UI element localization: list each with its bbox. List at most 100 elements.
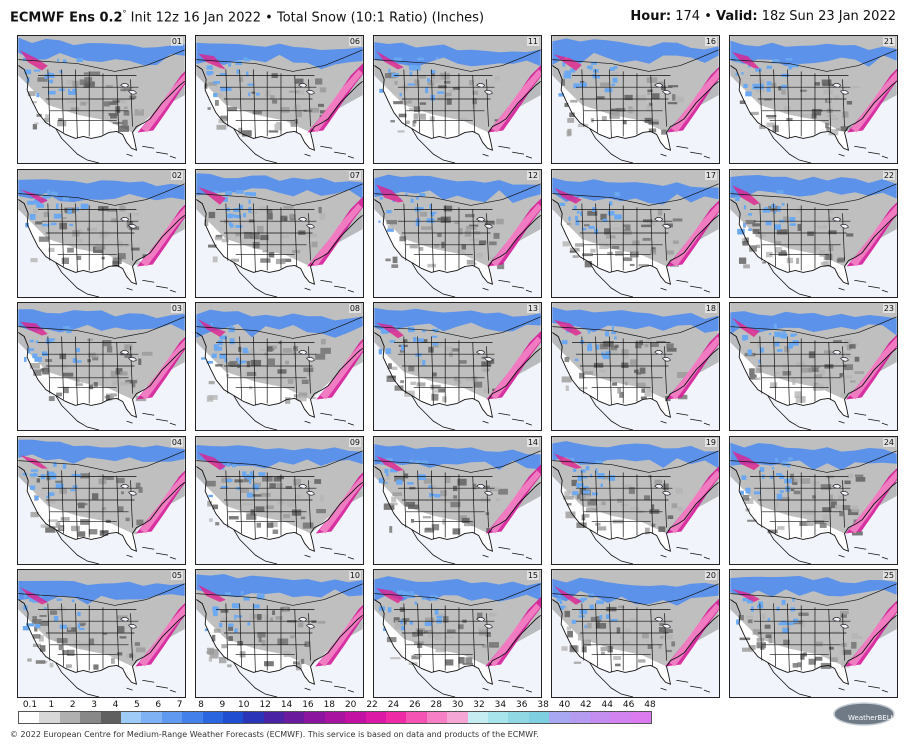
valid-label: Valid: — [716, 9, 758, 24]
snow-map — [18, 303, 185, 430]
colorbar-segment — [487, 712, 509, 723]
colorbar-segment — [202, 712, 223, 723]
colorbar-segment — [80, 712, 101, 723]
colorbar-segment — [19, 712, 40, 723]
snow-map — [18, 570, 185, 697]
member-panel-05: 05 — [17, 569, 186, 698]
snow-map — [374, 36, 541, 163]
colorbar-tick-label: 2 — [69, 700, 76, 710]
snow-map — [374, 570, 541, 697]
colorbar-tick-label: 24 — [387, 700, 400, 710]
member-panel-08: 08 — [195, 302, 364, 431]
member-panel-12: 12 — [373, 169, 542, 298]
colorbar-segment — [610, 712, 631, 723]
member-panel-22: 22 — [729, 169, 898, 298]
snow-map — [552, 36, 719, 163]
weatherbell-logo — [833, 702, 895, 726]
member-number: 15 — [526, 571, 539, 580]
snow-map — [552, 170, 719, 297]
member-panel-17: 17 — [551, 169, 720, 298]
valid-value: 18z Sun 23 Jan 2022 — [761, 9, 896, 24]
snow-map — [730, 570, 897, 697]
colorbar-segment — [182, 712, 203, 723]
colorbar-segment — [100, 712, 121, 723]
colorbar-tick-label: 4 — [112, 700, 119, 710]
snow-map — [730, 437, 897, 564]
snow-map — [552, 437, 719, 564]
colorbar-tick-label: 26 — [409, 700, 421, 710]
colorbar-tick-label: 18 — [323, 700, 336, 710]
colorbar-segment — [222, 712, 244, 723]
snow-map — [18, 170, 185, 297]
snow-map — [196, 437, 363, 564]
member-number: 21 — [882, 37, 895, 46]
colorbar-segment — [161, 712, 183, 723]
colorbar-tick-label: 8 — [198, 700, 204, 710]
member-number: 16 — [704, 37, 717, 46]
header: ECMWF Ens 0.2° Init 12z 16 Jan 2022 • To… — [0, 0, 913, 32]
colorbar-tick-label: 44 — [601, 700, 613, 710]
snow-map — [374, 437, 541, 564]
colorbar-segment — [508, 712, 529, 723]
colorbar-segment — [365, 712, 387, 723]
colorbar-tick-label: 14 — [280, 700, 293, 710]
colorbar-segment — [569, 712, 590, 723]
member-panel-03: 03 — [17, 302, 186, 431]
colorbar-tick-label: 42 — [580, 700, 592, 710]
logo-text: WeatherBELL — [848, 714, 895, 722]
colorbar — [18, 711, 652, 724]
snow-map — [730, 36, 897, 163]
colorbar-tick-label: 46 — [622, 700, 635, 710]
init-time: Init 12z 16 Jan 2022 — [130, 10, 262, 26]
snow-map — [374, 303, 541, 430]
colorbar-segment — [243, 712, 264, 723]
hour-value: 174 — [675, 9, 701, 24]
colorbar-tick-label: 36 — [515, 700, 528, 710]
member-panel-06: 06 — [195, 35, 364, 164]
colorbar-segment — [528, 712, 550, 723]
snow-map — [196, 170, 363, 297]
colorbar-segment — [589, 712, 611, 723]
colorbar-tick-label: 38 — [537, 700, 549, 710]
member-number: 25 — [882, 571, 895, 580]
colorbar-tick-label: 3 — [91, 700, 97, 710]
colorbar-tick-label: 48 — [644, 700, 656, 710]
member-panel-09: 09 — [195, 436, 364, 565]
colorbar-segment — [549, 712, 570, 723]
colorbar-segment — [263, 712, 285, 723]
colorbar-segment — [120, 712, 142, 723]
member-panel-01: 01 — [17, 35, 186, 164]
map-title: ECMWF Ens 0.2° Init 12z 16 Jan 2022 • To… — [10, 9, 484, 25]
colorbar-segment — [467, 712, 488, 723]
member-number: 19 — [704, 438, 717, 447]
member-number: 18 — [704, 304, 717, 313]
colorbar-tick-label: 9 — [219, 700, 226, 710]
snow-map — [196, 570, 363, 697]
colorbar-tick-label: 7 — [176, 700, 183, 710]
member-number: 02 — [170, 171, 183, 180]
member-number: 09 — [348, 438, 361, 447]
colorbar-tick-label: 12 — [259, 700, 271, 710]
colorbar-tick-label: 40 — [558, 700, 571, 710]
member-panel-19: 19 — [551, 436, 720, 565]
member-panel-04: 04 — [17, 436, 186, 565]
colorbar-segment — [141, 712, 162, 723]
member-number: 06 — [348, 37, 361, 46]
colorbar-tick-label: 22 — [366, 700, 378, 710]
snow-map — [374, 170, 541, 297]
colorbar-tick-label: 32 — [473, 700, 485, 710]
colorbar-tick-label: 1 — [48, 700, 55, 710]
member-number: 03 — [170, 304, 183, 313]
colorbar-segment — [59, 712, 81, 723]
snow-map — [18, 437, 185, 564]
member-number: 12 — [526, 171, 539, 180]
colorbar-tick-label: 6 — [155, 700, 162, 710]
colorbar-segment — [284, 712, 305, 723]
member-panel-21: 21 — [729, 35, 898, 164]
member-number: 11 — [526, 37, 539, 46]
member-number: 14 — [526, 438, 539, 447]
member-number: 22 — [882, 171, 895, 180]
colorbar-tick-label: 10 — [238, 700, 250, 710]
colorbar-tick-label: 0.1 — [22, 700, 38, 710]
colorbar-tick-label: 20 — [344, 700, 357, 710]
